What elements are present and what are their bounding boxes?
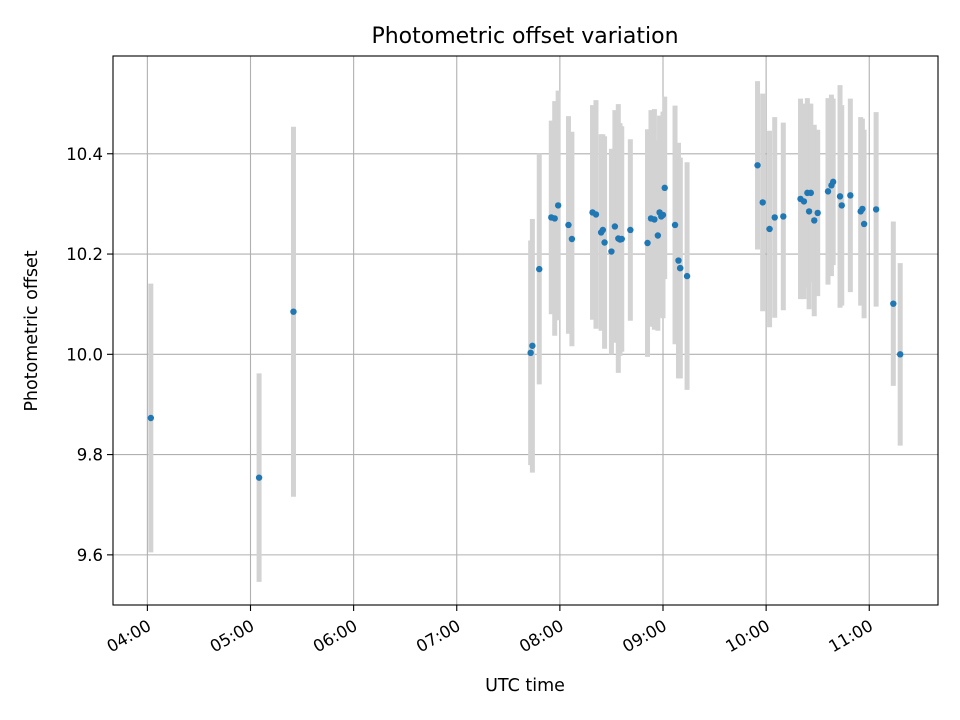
y-tick-label: 10.4 <box>66 145 103 164</box>
data-point <box>676 264 684 272</box>
x-axis-ticks: 04:00 05:00 06:00 07:00 08:00 09:00 10:00 11:00 <box>104 605 877 656</box>
plot-frame <box>112 55 939 606</box>
x-tick-label: 11:00 <box>826 616 877 656</box>
data-point <box>759 199 766 206</box>
data-point <box>811 217 818 224</box>
data-point <box>568 235 576 243</box>
data-point <box>807 189 815 197</box>
data-point <box>644 239 651 247</box>
data-point <box>805 208 813 215</box>
data-point <box>872 206 880 213</box>
data-point <box>661 184 668 192</box>
error-bars <box>148 81 903 582</box>
data-point <box>536 265 543 273</box>
y-axis-label: Photometric offset <box>22 250 42 411</box>
x-tick-label: 05:00 <box>207 616 258 656</box>
x-tick-label: 04:00 <box>104 616 155 656</box>
y-tick-label: 9.8 <box>77 446 103 465</box>
data-point <box>147 414 155 422</box>
data-point <box>290 308 297 315</box>
data-point <box>824 188 832 195</box>
data-point <box>651 216 658 223</box>
x-tick-label: 09:00 <box>619 616 670 656</box>
data-point <box>829 178 837 186</box>
data-point <box>654 232 662 239</box>
x-tick-label: 07:00 <box>413 616 464 656</box>
data-point <box>780 213 787 220</box>
data-point <box>860 220 868 228</box>
data-point <box>551 215 558 222</box>
data-point <box>565 221 572 229</box>
data-point <box>601 239 608 246</box>
data-point <box>766 225 773 233</box>
data-point <box>896 351 904 358</box>
data-point <box>683 272 691 280</box>
chart-title: Photometric offset variation <box>371 24 678 49</box>
data-point <box>554 202 562 209</box>
x-tick-label: 06:00 <box>310 616 361 656</box>
x-axis-label: UTC time <box>485 676 565 696</box>
data-point <box>611 223 619 230</box>
data-point <box>659 211 667 219</box>
data-point <box>836 193 844 200</box>
data-point <box>771 214 778 221</box>
data-point <box>618 235 625 243</box>
y-axis-ticks: 9.6 9.8 10.0 10.2 10.4 <box>66 145 113 565</box>
data-point <box>847 192 854 199</box>
data-point <box>527 349 534 357</box>
data-point <box>838 202 845 209</box>
data-point <box>255 474 263 481</box>
data-point <box>627 226 634 234</box>
data-points <box>147 162 904 481</box>
data-point <box>671 221 679 229</box>
data-point <box>599 226 607 234</box>
data-point <box>754 162 761 169</box>
x-tick-label: 08:00 <box>516 616 567 656</box>
data-point <box>529 342 536 349</box>
data-point <box>814 209 821 217</box>
data-point <box>592 211 600 218</box>
data-point <box>890 300 897 307</box>
y-tick-label: 9.6 <box>77 546 103 565</box>
data-point <box>675 257 682 264</box>
data-point <box>859 205 866 213</box>
data-point <box>608 248 615 255</box>
data-point <box>800 198 808 205</box>
x-tick-label: 10:00 <box>722 616 773 656</box>
y-tick-label: 10.0 <box>66 345 103 364</box>
y-tick-label: 10.2 <box>66 245 103 264</box>
